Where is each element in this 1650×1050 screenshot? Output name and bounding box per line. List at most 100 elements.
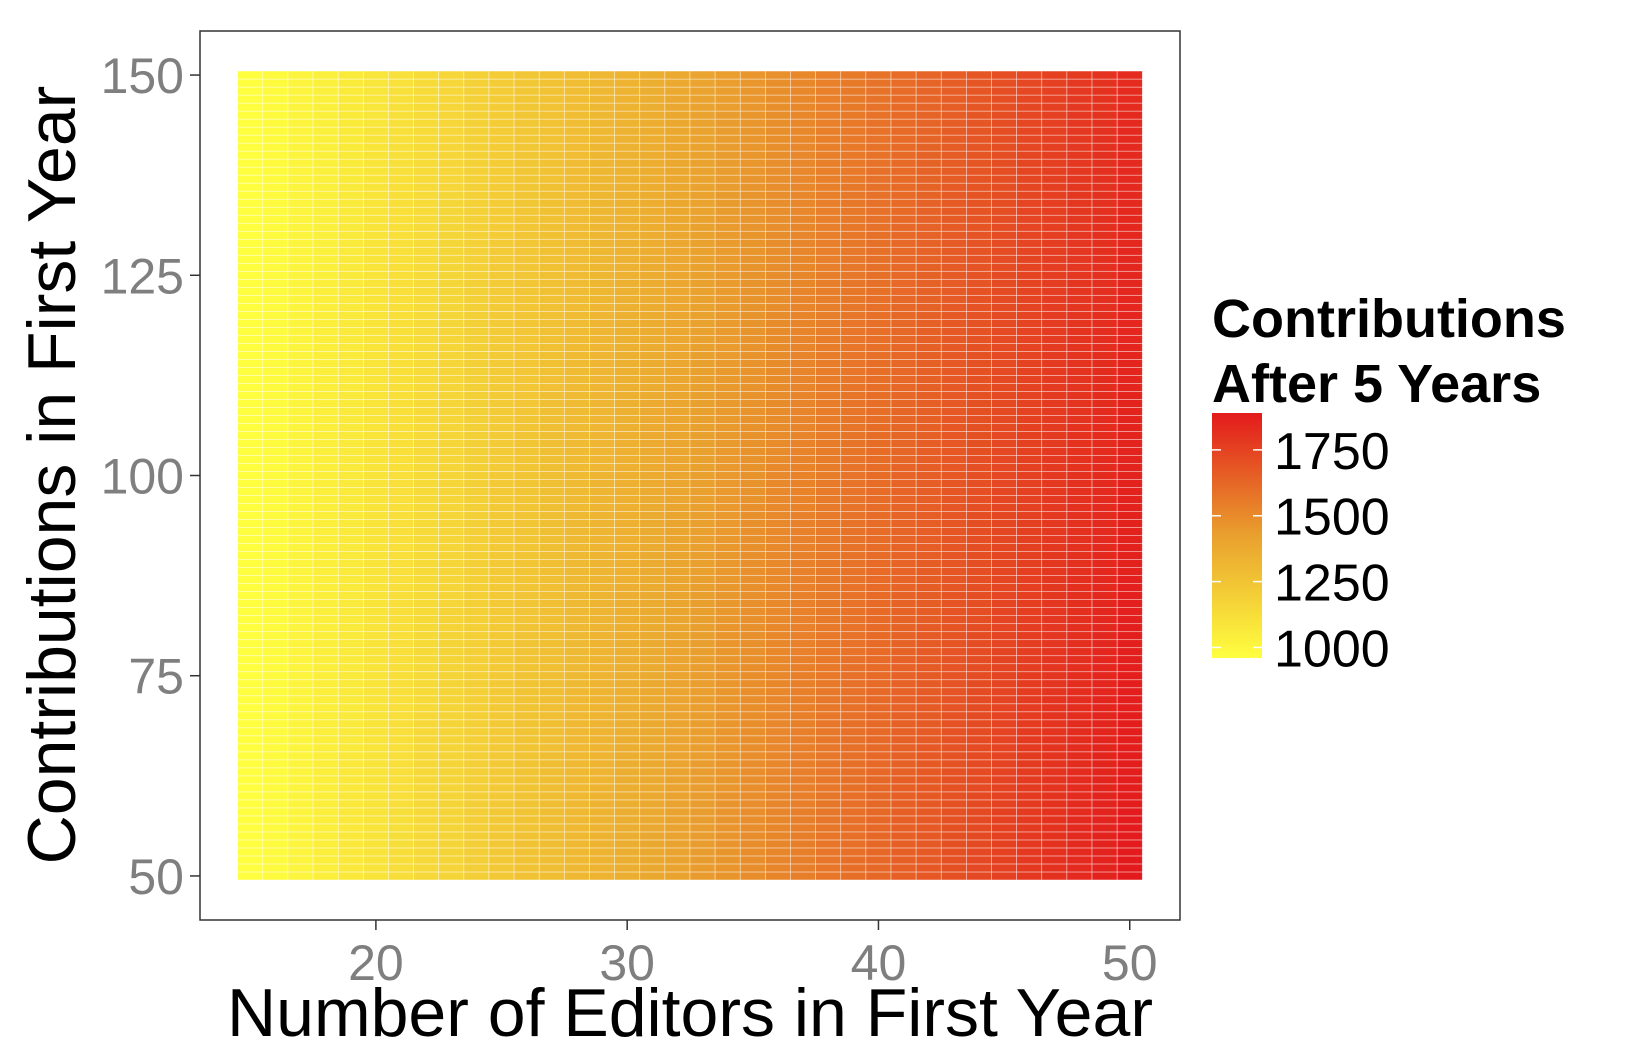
heatmap-cell <box>940 182 967 192</box>
heatmap-cell <box>388 102 414 112</box>
heatmap-cell <box>337 326 364 336</box>
heatmap-cell <box>639 815 666 825</box>
heatmap-cell <box>287 334 314 344</box>
heatmap-cell <box>438 78 465 88</box>
heatmap-cell <box>714 158 741 168</box>
heatmap-cell <box>564 503 590 512</box>
heatmap-cell <box>714 214 741 224</box>
heatmap-cell <box>1116 639 1143 649</box>
heatmap-cell <box>388 367 414 376</box>
heatmap-cell <box>538 118 565 128</box>
heatmap-cell <box>790 543 816 552</box>
heatmap-cell <box>287 343 314 352</box>
x-axis-title: Number of Editors in First Year <box>227 975 1153 1050</box>
heatmap-cell <box>840 623 867 633</box>
heatmap-cell <box>739 695 766 705</box>
heatmap-cell <box>237 270 264 280</box>
heatmap-cell <box>865 270 892 280</box>
heatmap-cell <box>639 198 666 208</box>
heatmap-cell <box>1066 543 1093 552</box>
heatmap-cell <box>438 583 465 592</box>
heatmap-cell <box>237 567 264 576</box>
heatmap-cell <box>890 399 917 408</box>
heatmap-cell <box>689 775 716 785</box>
heatmap-cell <box>287 623 314 633</box>
heatmap-cell <box>488 310 515 320</box>
heatmap-cell <box>790 278 816 288</box>
heatmap-cell <box>865 238 892 248</box>
heatmap-cell <box>639 863 666 873</box>
heatmap-cell <box>589 799 615 809</box>
heatmap-cell <box>865 767 892 777</box>
heatmap-cell <box>915 815 942 825</box>
heatmap-cell <box>337 639 364 649</box>
heatmap-cell <box>689 158 716 168</box>
heatmap-cell <box>513 543 540 552</box>
heatmap-cell <box>1116 463 1143 472</box>
heatmap-cell <box>790 254 816 264</box>
heatmap-cell <box>790 743 816 753</box>
heatmap-cell <box>664 487 691 496</box>
heatmap-cell <box>991 695 1018 705</box>
heatmap-cell <box>388 359 414 368</box>
heatmap-cell <box>714 270 741 280</box>
heatmap-cell <box>564 543 590 552</box>
heatmap-cell <box>262 286 289 296</box>
heatmap-cell <box>564 567 590 576</box>
heatmap-cell <box>790 439 816 448</box>
heatmap-cell <box>312 142 339 152</box>
heatmap-cell <box>1091 863 1118 873</box>
heatmap-cell <box>966 367 992 376</box>
heatmap-cell <box>689 310 716 320</box>
heatmap-cell <box>488 871 515 881</box>
heatmap-cell <box>790 687 816 697</box>
heatmap-cell <box>1041 647 1068 657</box>
heatmap-cell <box>589 847 615 857</box>
heatmap-cell <box>664 791 691 801</box>
heatmap-cell <box>413 735 440 745</box>
heatmap-cell <box>1091 254 1118 264</box>
heatmap-cell <box>388 126 414 136</box>
heatmap-cell <box>614 751 641 761</box>
heatmap-cell <box>362 294 389 304</box>
heatmap-cell <box>362 863 389 873</box>
heatmap-cell <box>614 118 641 128</box>
heatmap-cell <box>840 503 867 512</box>
heatmap-cell <box>438 599 465 609</box>
heatmap-cell <box>815 727 842 737</box>
heatmap-cell <box>362 198 389 208</box>
heatmap-cell <box>564 158 590 168</box>
heatmap-cell <box>538 206 565 216</box>
heatmap-cell <box>1041 118 1068 128</box>
heatmap-cell <box>1066 631 1093 641</box>
heatmap-cell <box>337 863 364 873</box>
heatmap-cell <box>312 78 339 88</box>
heatmap-cell <box>1091 415 1118 424</box>
heatmap-cell <box>463 647 490 657</box>
heatmap-cell <box>1116 815 1143 825</box>
heatmap-cell <box>714 567 741 576</box>
legend-tick-label: 1000 <box>1274 620 1390 678</box>
heatmap-cell <box>840 535 867 544</box>
heatmap-cell <box>890 831 917 841</box>
heatmap-cell <box>312 118 339 128</box>
heatmap-cell <box>513 791 540 801</box>
heatmap-cell <box>564 471 590 480</box>
heatmap-cell <box>438 671 465 681</box>
heatmap-cell <box>966 399 992 408</box>
heatmap-cell <box>1016 326 1043 336</box>
heatmap-cell <box>287 70 314 80</box>
heatmap-cell <box>538 855 565 865</box>
heatmap-cell <box>639 375 666 384</box>
heatmap-cell <box>589 823 615 833</box>
heatmap-cell <box>664 863 691 873</box>
heatmap-cell <box>815 222 842 232</box>
heatmap-cell <box>438 222 465 232</box>
heatmap-cell <box>413 679 440 689</box>
heatmap-cell <box>362 839 389 849</box>
heatmap-cell <box>714 495 741 504</box>
heatmap-cell <box>538 559 565 568</box>
heatmap-cell <box>312 599 339 609</box>
heatmap-cell <box>714 439 741 448</box>
heatmap-cell <box>991 126 1018 136</box>
